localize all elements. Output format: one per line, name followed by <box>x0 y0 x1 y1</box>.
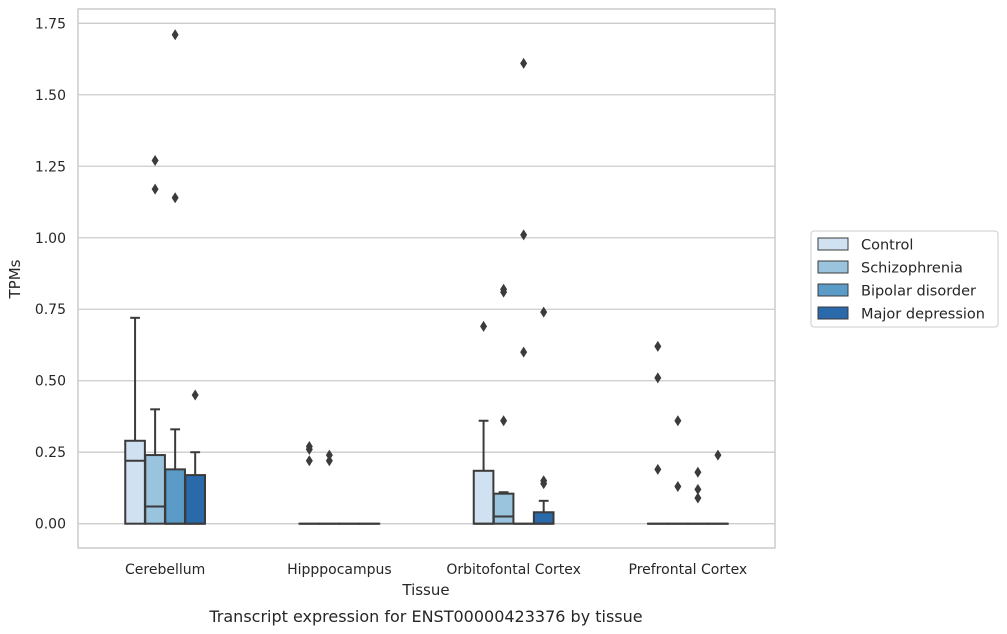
outlier-point <box>151 183 159 195</box>
legend-label: Control <box>861 238 913 254</box>
box <box>318 449 341 525</box>
box <box>184 389 207 525</box>
box-body <box>492 492 515 525</box>
x-tick-label: Hipppocampus <box>287 562 392 578</box>
outlier-point <box>191 389 199 401</box>
box <box>164 29 186 525</box>
box <box>298 440 321 525</box>
legend-swatch <box>817 306 849 320</box>
box <box>646 340 669 525</box>
outlier-point <box>520 57 528 69</box>
box-body <box>184 474 207 525</box>
box <box>512 57 535 525</box>
box-body <box>164 468 186 525</box>
outlier-point <box>674 481 682 493</box>
box <box>472 320 495 525</box>
chart-caption: Transcript expression for ENST0000042337… <box>208 607 642 626</box>
outlier-point <box>654 340 662 352</box>
outlier-point <box>520 229 528 241</box>
legend-label: Bipolar disorder <box>861 284 976 300</box>
legend-swatch <box>817 237 849 251</box>
y-axis-label: TPMs <box>6 259 24 299</box>
box <box>707 449 729 525</box>
x-axis-label: Tissue <box>401 581 449 599</box>
outlier-point <box>500 283 508 295</box>
outlier-point <box>654 372 662 384</box>
outlier-point <box>694 483 702 495</box>
box <box>687 466 709 525</box>
outlier-point <box>540 306 548 318</box>
outlier-point <box>694 466 702 478</box>
y-axis-ticks: 0.00 0.25 0.50 0.75 1.00 1.25 1.50 1.75 <box>35 16 66 532</box>
outlier-point <box>171 192 179 204</box>
box-body <box>472 469 495 525</box>
outlier-point <box>654 463 662 475</box>
outlier-point <box>674 415 682 427</box>
plot-frame <box>77 8 776 549</box>
box <box>124 316 146 525</box>
legend-label: Schizophrenia <box>861 261 963 277</box>
legend-frame <box>810 230 999 328</box>
y-tick-label: 1.25 <box>35 159 66 175</box>
box <box>532 306 555 525</box>
outlier-point <box>325 455 333 467</box>
legend-swatch <box>817 260 849 274</box>
y-tick-label: 0.50 <box>35 374 66 390</box>
outlier-point <box>305 440 313 452</box>
box <box>667 415 689 525</box>
outlier-point <box>694 492 702 504</box>
box-body <box>124 439 146 525</box>
box <box>144 155 166 525</box>
box-body <box>144 454 166 525</box>
gridlines <box>78 22 775 525</box>
box-body <box>532 511 555 525</box>
y-tick-label: 1.00 <box>35 231 66 247</box>
y-tick-label: 0.00 <box>35 517 66 533</box>
legend: Control Schizophrenia Bipolar disorder Majo… <box>810 230 999 328</box>
outlier-point <box>325 449 333 461</box>
outlier-point <box>500 415 508 427</box>
outlier-point <box>151 155 159 167</box>
legend-swatch <box>817 283 849 297</box>
box <box>492 283 515 525</box>
y-tick-label: 0.75 <box>35 302 66 318</box>
legend-label: Major depression <box>861 307 985 323</box>
y-tick-label: 1.50 <box>35 88 66 104</box>
x-axis-ticks: Cerebellum Hipppocampus Orbitofontal Corte… <box>125 562 747 578</box>
outlier-point <box>540 475 548 487</box>
outlier-point <box>714 449 722 461</box>
x-tick-label: Prefrontal Cortex <box>629 562 748 578</box>
outlier-point <box>171 29 179 41</box>
outlier-point <box>305 455 313 467</box>
x-tick-label: Orbitofontal Cortex <box>446 562 581 578</box>
outlier-point <box>520 346 528 358</box>
y-tick-label: 0.25 <box>35 445 66 461</box>
y-tick-label: 1.75 <box>35 16 66 32</box>
outlier-point <box>480 320 488 332</box>
x-tick-label: Cerebellum <box>125 562 205 578</box>
boxes <box>124 29 729 525</box>
